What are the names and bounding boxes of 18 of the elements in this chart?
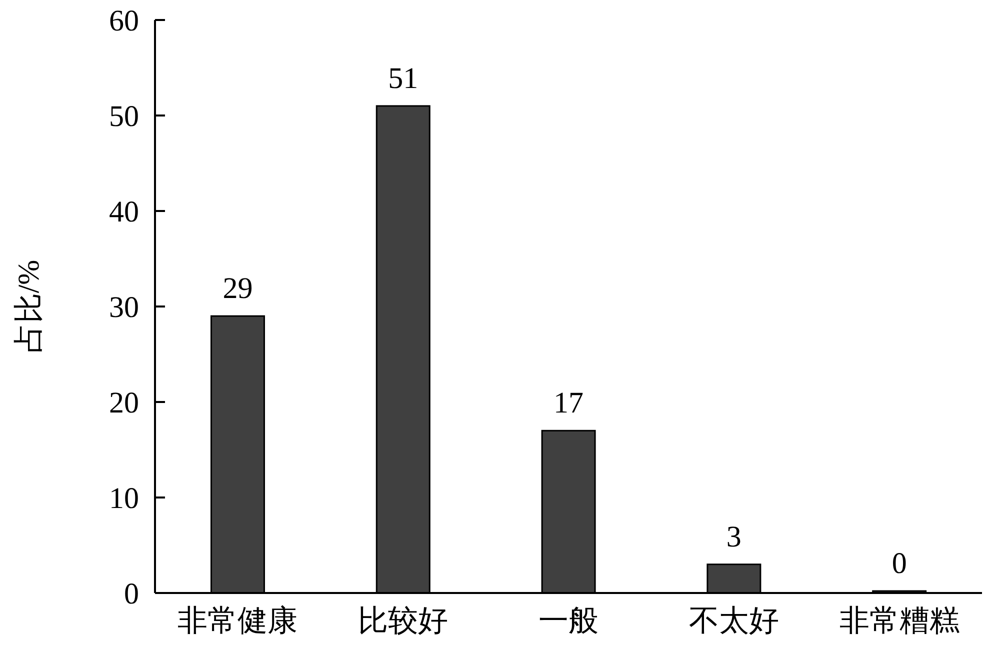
y-tick-label: 40 xyxy=(109,196,139,229)
data-label: 29 xyxy=(222,272,253,306)
x-tick-label: 一般 xyxy=(538,604,598,638)
data-label: 0 xyxy=(892,547,907,580)
data-label: 17 xyxy=(554,386,584,420)
y-tick-label: 50 xyxy=(109,100,139,134)
x-tick-label: 非常糟糕 xyxy=(839,604,960,638)
data-label: 3 xyxy=(726,520,742,554)
y-tick-label: 0 xyxy=(124,578,139,611)
x-tick-label: 比较好 xyxy=(358,604,448,638)
x-tick-label: 非常健康 xyxy=(178,604,298,638)
y-tick-label: 60 xyxy=(109,4,139,38)
data-label: 51 xyxy=(388,62,418,95)
y-tick-label: 10 xyxy=(109,482,139,516)
y-axis-title: 占比/% xyxy=(12,260,46,354)
x-tick-label: 不太好 xyxy=(688,604,779,638)
y-tick-label: 30 xyxy=(109,291,139,324)
y-tick-label: 20 xyxy=(109,386,139,420)
